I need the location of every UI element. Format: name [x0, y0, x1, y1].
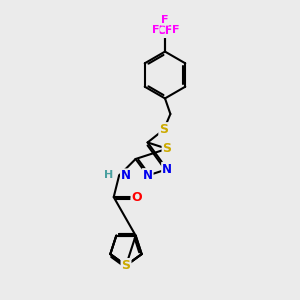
Text: S: S	[163, 142, 172, 155]
Text: F: F	[172, 25, 179, 35]
Text: S: S	[159, 123, 168, 136]
Text: N: N	[121, 169, 130, 182]
Text: S: S	[122, 259, 130, 272]
Text: N: N	[142, 169, 153, 182]
Text: N: N	[162, 163, 172, 176]
Text: F: F	[161, 15, 169, 25]
Text: F: F	[152, 25, 159, 35]
Text: H: H	[104, 170, 114, 181]
Text: CF: CF	[157, 24, 173, 37]
Text: O: O	[131, 190, 142, 204]
